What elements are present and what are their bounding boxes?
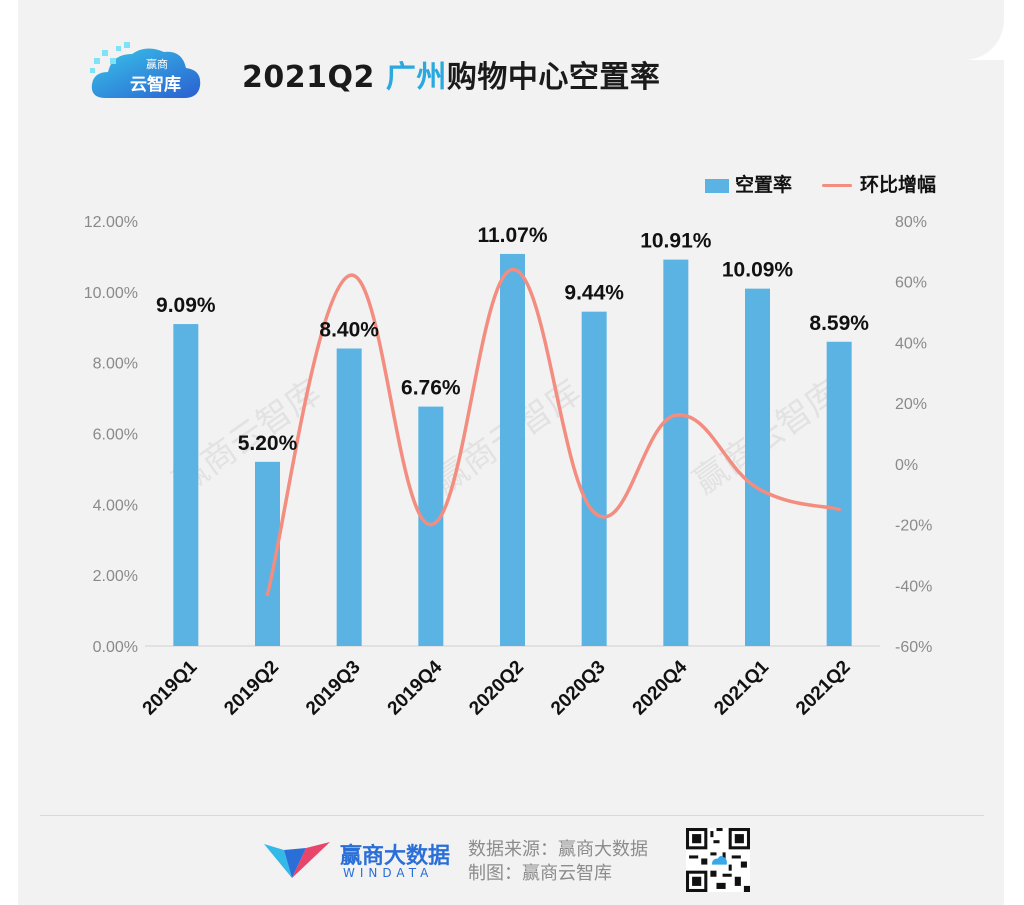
y-right-tick-label: 20% bbox=[895, 396, 927, 413]
x-tick-label: 2020Q2 bbox=[465, 657, 528, 720]
y-right-tick-label: -60% bbox=[895, 639, 932, 656]
legend-line-swatch bbox=[822, 184, 853, 187]
bar-data-label: 10.09% bbox=[722, 259, 794, 282]
bar-data-label: 10.91% bbox=[640, 230, 712, 253]
title-suffix: 购物中心空置率 bbox=[446, 60, 661, 95]
bar-data-label: 11.07% bbox=[477, 224, 547, 247]
bar-data-label: 8.59% bbox=[809, 312, 869, 335]
bar-data-label: 6.76% bbox=[401, 377, 461, 400]
x-tick-label: 2019Q3 bbox=[302, 657, 365, 720]
x-tick-label: 2019Q2 bbox=[220, 657, 283, 720]
y-left-tick-label: 2.00% bbox=[93, 568, 138, 585]
legend-line-label: 环比增幅 bbox=[860, 174, 937, 196]
page-title: 2021Q2 广州购物中心空置率 bbox=[242, 52, 660, 96]
bar bbox=[745, 288, 770, 646]
footer-brand: 赢商大数据 bbox=[340, 844, 451, 869]
windata-logo-icon bbox=[264, 842, 330, 878]
x-tick-label: 2021Q1 bbox=[710, 656, 773, 719]
title-prefix: 2021Q2 bbox=[242, 60, 386, 95]
qr-code-icon bbox=[686, 828, 750, 892]
title-highlight: 广州 bbox=[385, 60, 447, 95]
bar bbox=[581, 311, 607, 646]
x-tick-label: 2020Q3 bbox=[547, 657, 610, 720]
bar bbox=[826, 341, 852, 646]
bar bbox=[663, 259, 689, 646]
y-right-tick-label: 0% bbox=[895, 457, 918, 474]
y-left-tick-label: 0.00% bbox=[93, 639, 138, 656]
legend-bar-label: 空置率 bbox=[735, 174, 793, 196]
logo-text-bottom: 云智库 bbox=[130, 74, 181, 95]
y-left-tick-label: 6.00% bbox=[93, 427, 138, 444]
x-tick-label: 2019Q4 bbox=[384, 656, 447, 719]
bar-data-label: 9.09% bbox=[156, 294, 216, 317]
y-left-tick-label: 12.00% bbox=[84, 214, 138, 231]
logo-cloud-icon: 赢商 云智库 bbox=[90, 42, 201, 98]
y-right-tick-label: -40% bbox=[895, 578, 932, 595]
bar-data-label: 9.44% bbox=[564, 282, 624, 305]
legend-bar-swatch bbox=[705, 178, 729, 193]
bar-data-label: 8.40% bbox=[319, 319, 379, 342]
source-line-2: 制图：赢商云智库 bbox=[468, 863, 612, 884]
footer-brand-sub: WINDATA bbox=[343, 866, 434, 880]
x-tick-label: 2019Q1 bbox=[139, 656, 202, 719]
bar bbox=[336, 348, 362, 646]
footer-divider bbox=[40, 815, 984, 816]
y-right-tick-label: 60% bbox=[895, 275, 927, 292]
combo-chart: 0.00% 2.00% 4.00% 6.00% 8.00% 10.00% 12.00% -60… bbox=[84, 214, 933, 720]
bar bbox=[173, 324, 199, 646]
logo-text-top: 赢商 bbox=[146, 57, 168, 71]
y-right-tick-label: 40% bbox=[895, 335, 927, 352]
source-line-1: 数据来源：赢商大数据 bbox=[468, 839, 648, 860]
y-left-tick-label: 8.00% bbox=[93, 356, 138, 373]
series-line-qoq-growth bbox=[265, 267, 841, 597]
y-left-tick-label: 10.00% bbox=[84, 285, 138, 302]
y-right-tick-label: -20% bbox=[895, 518, 932, 535]
card-top-bg bbox=[18, 0, 1004, 60]
x-tick-label: 2020Q4 bbox=[629, 656, 692, 719]
chart-legend: 空置率 环比增幅 bbox=[705, 170, 936, 197]
bar-data-label: 5.20% bbox=[238, 432, 298, 455]
y-right-tick-label: 80% bbox=[895, 214, 927, 231]
y-left-tick-label: 4.00% bbox=[93, 497, 138, 514]
bar bbox=[500, 253, 525, 646]
x-tick-label: 2021Q2 bbox=[792, 657, 855, 720]
source-note: 数据来源：赢商大数据 制图：赢商云智库 bbox=[468, 838, 648, 886]
